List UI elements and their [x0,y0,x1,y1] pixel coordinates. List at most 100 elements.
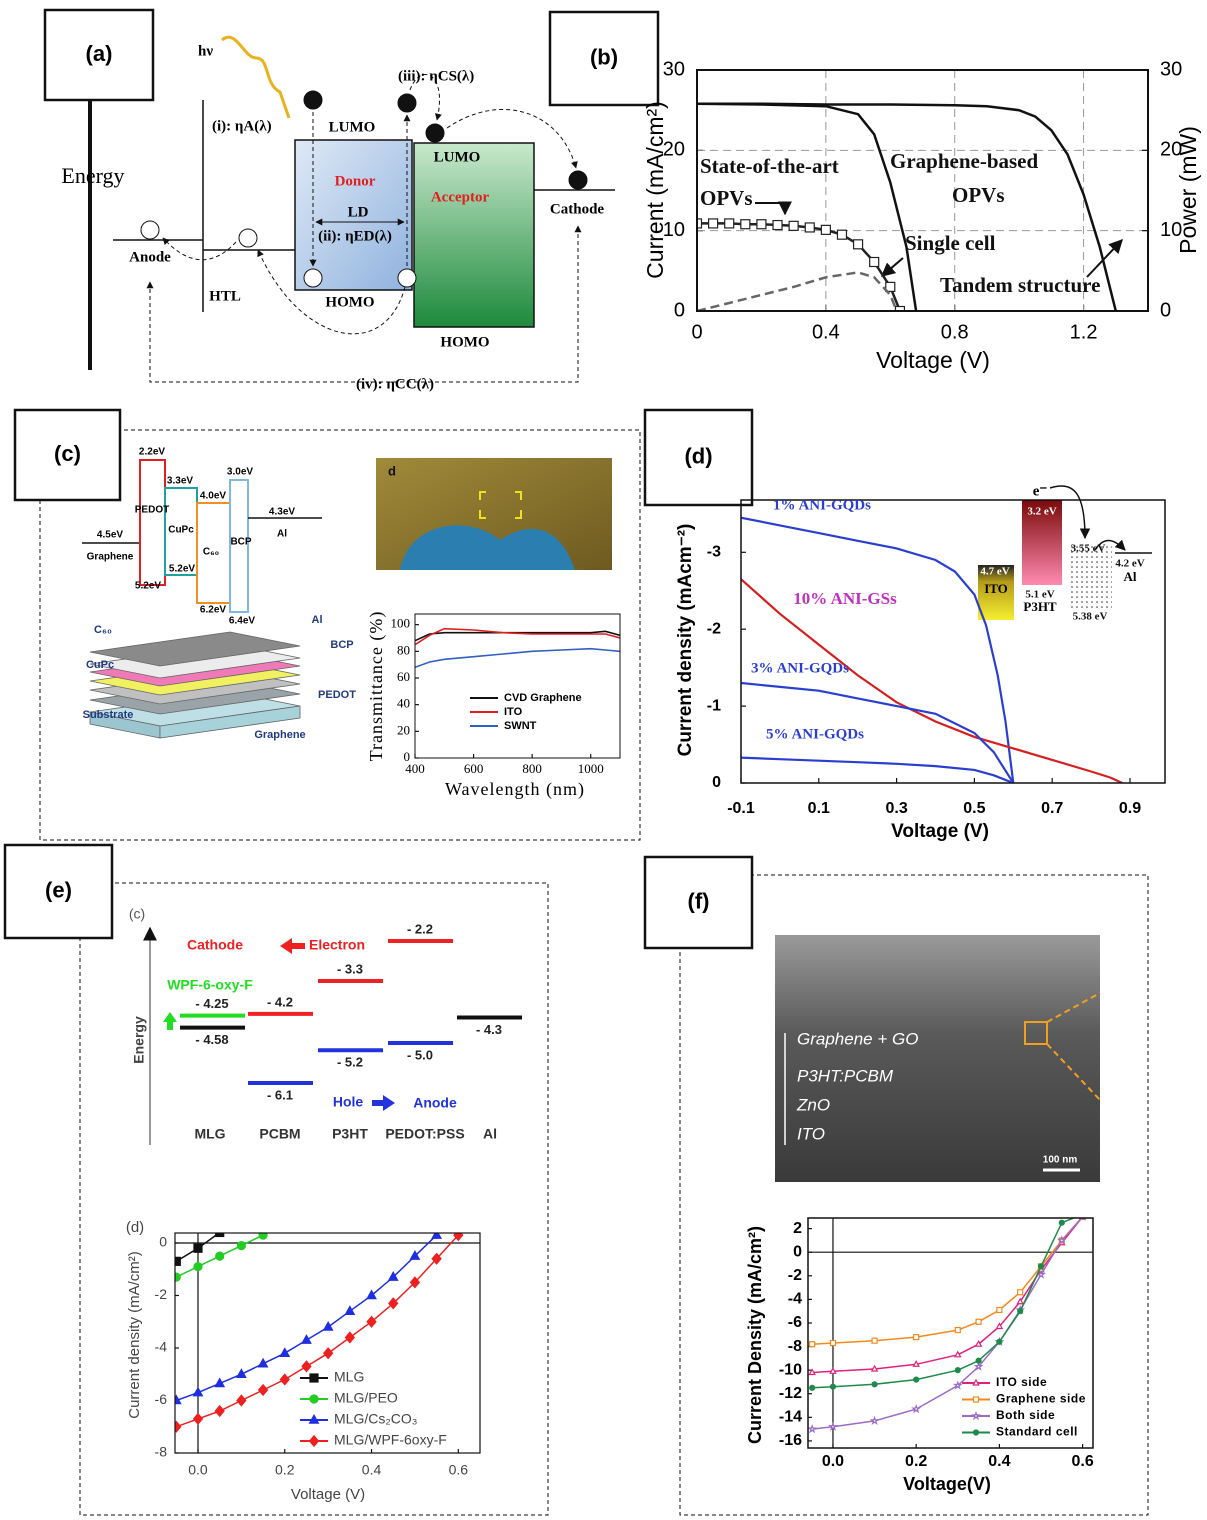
x-tick-label: 0.0 [188,1462,208,1478]
material-label: PEDOT:PSS [385,1126,464,1142]
y-tick-label: -4 [788,1291,802,1308]
annotation: State-of-the-art [700,154,839,178]
level-label: - 4.3 [476,1022,502,1037]
y-tick-label: 0 [793,1243,802,1260]
layer-label: Al [312,614,323,626]
diagram-label: HTL [209,288,241,304]
x-axis-label: Voltage (V) [891,821,989,842]
legend-label: ITO [504,706,523,718]
axis-label: Energy [131,1016,147,1064]
marker [1018,1309,1023,1314]
y-tick-label: -6 [155,1391,168,1407]
level-label: 4.5eV [97,530,123,541]
layer-label: P3HT:PCBM [797,1066,894,1085]
y-axis-label: Current Density (mA/cm²) [745,1226,765,1444]
marker [997,1339,1002,1344]
y-tick-label: -4 [155,1339,168,1355]
x-tick-label: 0.3 [885,800,907,817]
annotation: Graphene-based [890,149,1039,173]
material-label: PCBM [259,1126,300,1142]
diagram-label: Energy [61,163,124,188]
x-tick-label: 0.8 [941,321,969,343]
legend-label: MLG/PEO [334,1390,398,1406]
marker [741,220,750,229]
marker [830,1384,835,1389]
marker [913,1361,919,1366]
marker [302,1361,311,1371]
x-axis-label: Voltage (V) [876,347,990,373]
marker [871,1418,877,1424]
scale-label: 100 nm [1043,1155,1078,1166]
layer-stack [90,632,300,738]
material-label: MLG [194,1126,225,1142]
x-axis-label: Voltage(V) [903,1474,991,1494]
level-label: 3.3eV [167,476,193,487]
x-tick-label: 0.1 [808,800,830,817]
marker [976,1319,981,1324]
pointer-arrow [755,203,785,214]
marker [237,1395,246,1405]
page: {"panel_labels": ["(a)", "(b)", "(c)", "… [0,0,1207,1520]
level-label: 3.55 eV [1071,543,1106,555]
legend-label: MLG/WPF-6oxy-F [334,1432,447,1448]
x-tick-label: 0 [691,321,702,343]
y-tick-label: 20 [397,722,410,737]
material-label: C₆₀ [203,547,219,558]
annotation: OPVs [700,186,753,210]
marker [324,1322,333,1330]
y-axis-label: Transmittance (%) [366,611,387,762]
x-axis-label: Wavelength (nm) [445,779,585,800]
marker [914,1335,919,1340]
y-tick-label: 0 [712,774,721,791]
y-tick-label: -2 [788,1267,802,1284]
diagram-label: WPF-6-oxy-F [167,977,253,993]
x-tick-label: 1000 [578,761,604,776]
annotation: Tandem structure [940,273,1100,297]
x-tick-label: 0.4 [812,321,840,343]
marker [1018,1290,1023,1295]
material-label: Al [483,1126,497,1142]
y-tick-label: -1 [707,697,721,714]
marker [259,1231,267,1239]
layer-label: ZnO [796,1095,830,1114]
electron-dot [569,171,587,189]
level-label: - 3.3 [337,961,363,976]
figure: (a)(b)(c)(d)(e)(f)Energyhν(i): ηA(λ)LUMO… [0,0,1207,1520]
marker [955,1352,961,1357]
annotation: 10% ANI-GSs [793,589,897,608]
legend-label: CVD Graphene [504,692,582,704]
electron-dot [426,124,444,142]
layer-label: CuPc [86,659,114,671]
x-tick-label: 0.5 [963,800,985,817]
marker [955,1328,960,1333]
marker [872,1382,877,1387]
x-tick-label: 0.4 [988,1453,1010,1470]
marker [194,1414,203,1424]
marker [821,225,830,234]
diagram-label: Electron [309,937,365,953]
y-tick-label: 0 [404,749,411,764]
marker [1080,1212,1085,1217]
y-tick-label: -8 [788,1338,802,1355]
level-label: 4.2 eV [1115,558,1144,570]
marker [872,1338,877,1343]
marker [172,1257,180,1265]
panel-label: (d) [684,443,712,468]
diagram-label: (ii): ηED(λ) [318,228,392,244]
y-tick-label: -16 [779,1432,802,1449]
diagram-label: Anode [129,249,171,265]
y-tick-label: 80 [397,642,410,657]
marker [345,1332,354,1342]
pointer-arrow [1087,240,1122,277]
diagram-label: HOMO [325,294,374,310]
marker [725,219,734,228]
y-tick-label: -2 [707,620,721,637]
layer-label: Graphene [254,729,305,741]
diagram-label: Cathode [550,201,605,217]
marker [789,221,798,230]
hole-arrow [372,1095,395,1111]
marker [280,1374,289,1384]
level-label: 2.2eV [139,447,165,458]
panel-label: (a) [86,41,113,66]
y2-axis-label: Power (mW) [1175,126,1201,254]
